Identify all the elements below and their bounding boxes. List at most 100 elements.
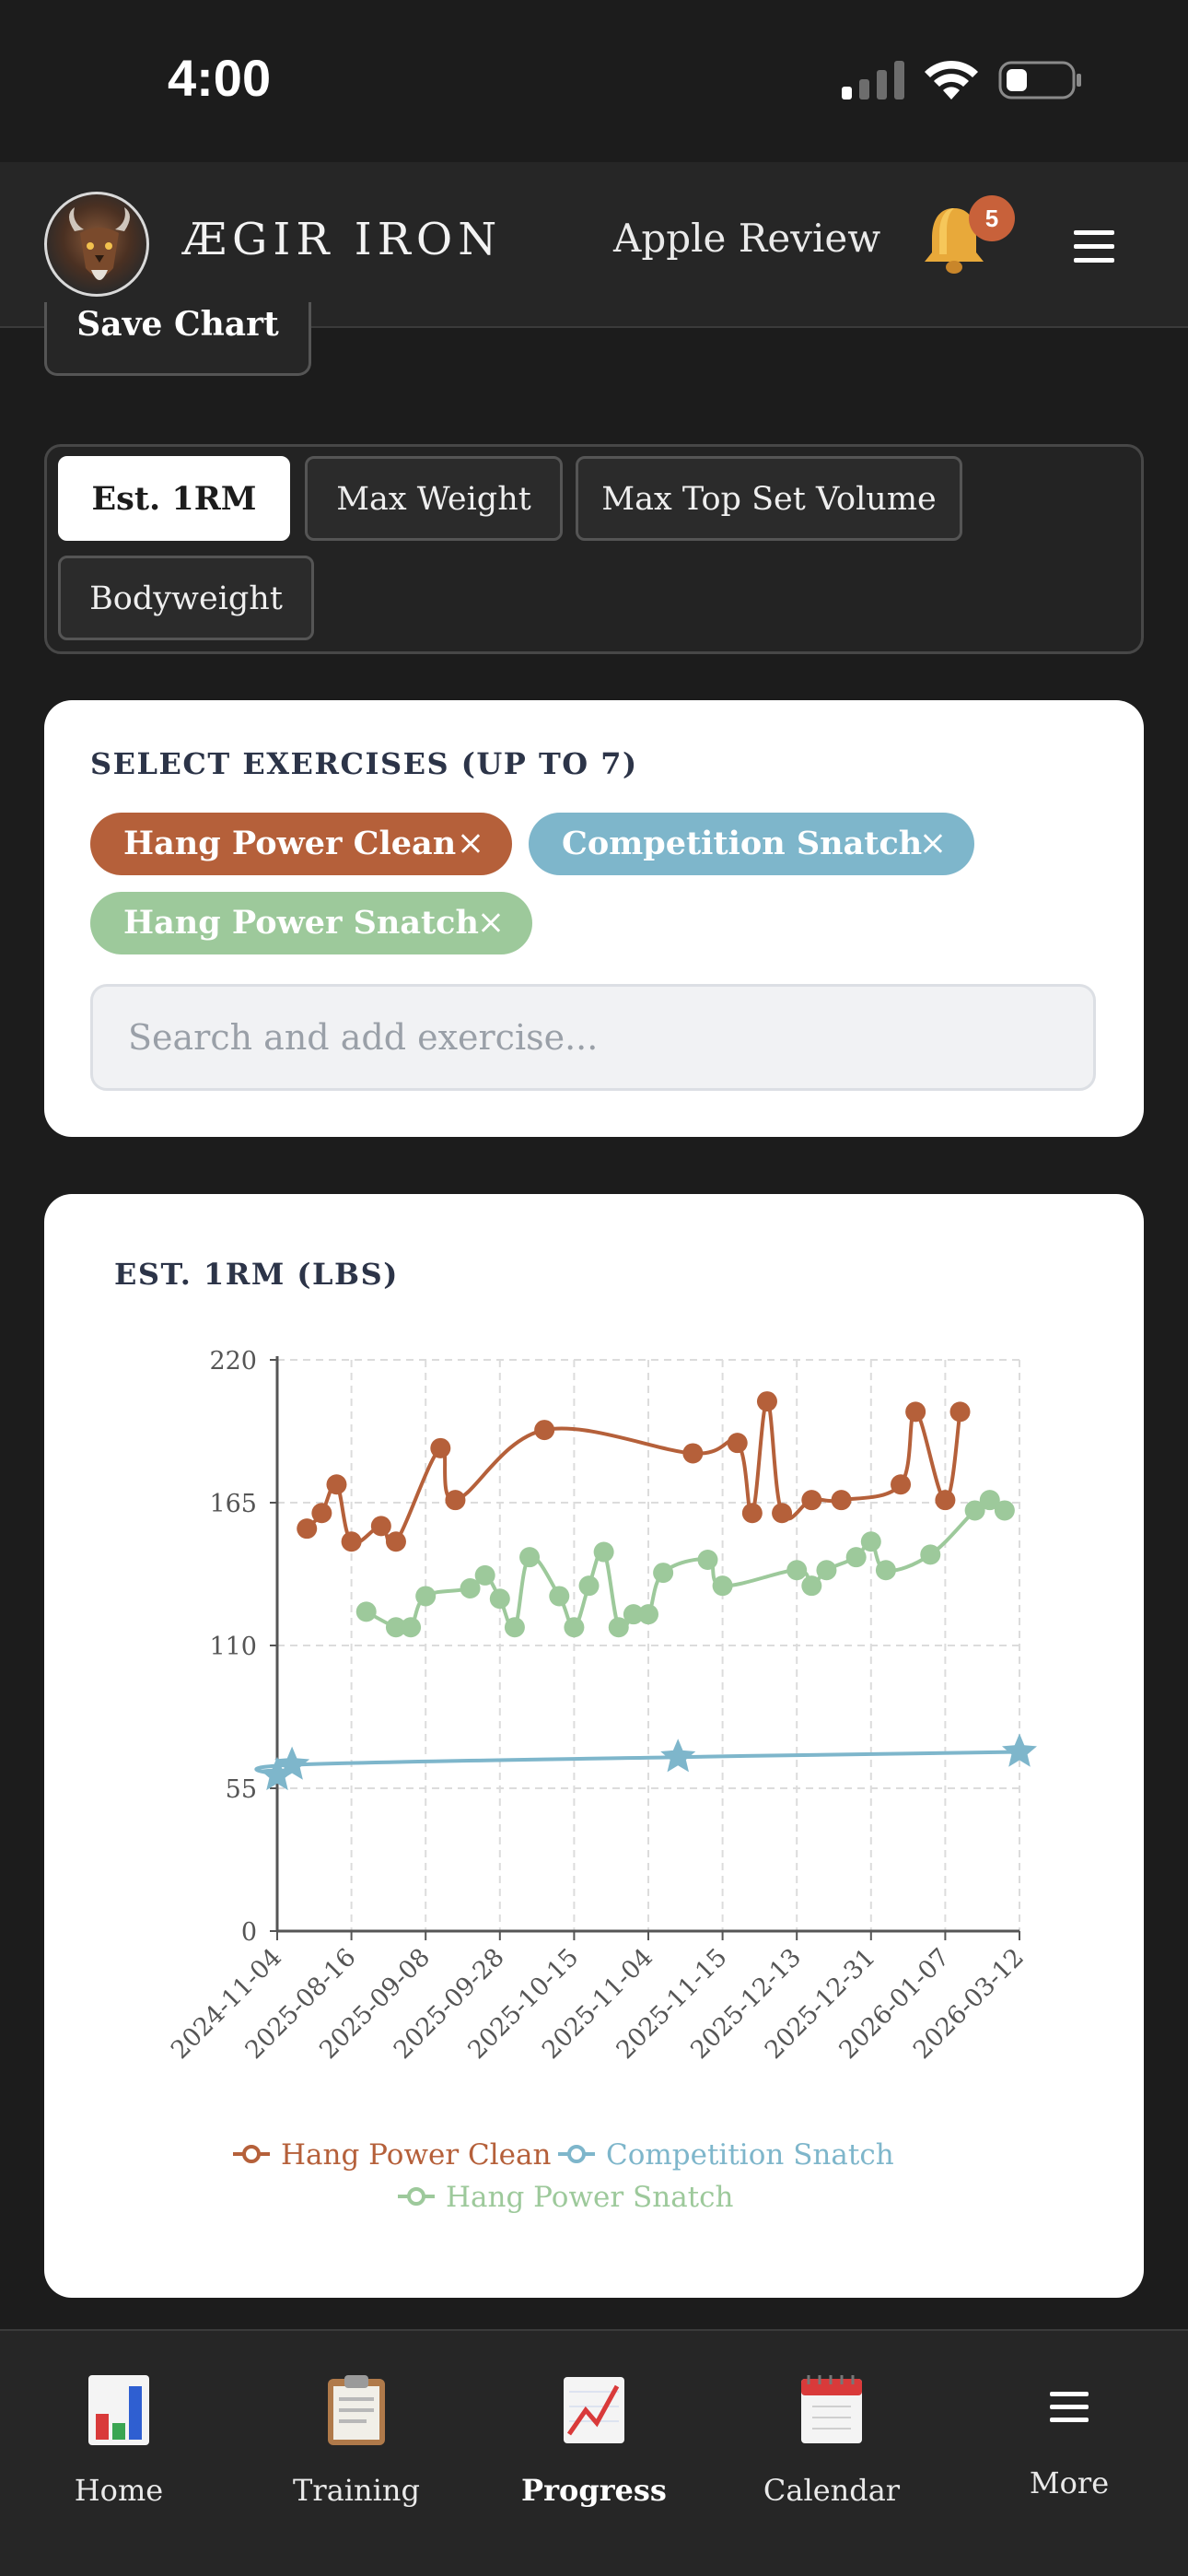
data-point-hang-power-snatch[interactable] <box>816 1560 837 1581</box>
data-point-hang-power-clean[interactable] <box>430 1437 451 1458</box>
data-point-hang-power-snatch[interactable] <box>474 1564 495 1586</box>
data-point-competition-snatch[interactable] <box>660 1739 696 1773</box>
data-point-hang-power-snatch[interactable] <box>920 1544 941 1565</box>
data-point-hang-power-snatch[interactable] <box>964 1500 985 1521</box>
user-name[interactable]: Apple Review <box>613 216 881 261</box>
nav-progress[interactable]: Progress <box>475 2331 713 2576</box>
data-point-hang-power-snatch[interactable] <box>460 1578 481 1598</box>
nav-training[interactable]: Training <box>238 2331 475 2576</box>
nav-calendar[interactable]: Calendar <box>713 2331 950 2576</box>
legend-label: Hang Power Clean <box>281 2138 551 2172</box>
data-point-hang-power-snatch[interactable] <box>979 1490 1000 1511</box>
data-point-hang-power-snatch[interactable] <box>549 1586 570 1607</box>
data-point-hang-power-clean[interactable] <box>905 1401 926 1423</box>
data-point-hang-power-snatch[interactable] <box>786 1560 808 1581</box>
data-point-hang-power-snatch[interactable] <box>401 1617 422 1638</box>
data-point-competition-snatch[interactable] <box>260 1756 295 1791</box>
chart-title: EST. 1RM (LBS) <box>114 1257 399 1292</box>
data-point-hang-power-clean[interactable] <box>341 1531 362 1552</box>
save-chart-button[interactable]: Save Chart <box>44 302 311 376</box>
hamburger-menu-icon[interactable] <box>1074 230 1114 263</box>
data-point-hang-power-snatch[interactable] <box>519 1547 541 1568</box>
data-point-hang-power-clean[interactable] <box>935 1490 956 1511</box>
tab-max-weight[interactable]: Max Weight <box>305 456 563 541</box>
metric-tabs: Est. 1RM Max Weight Max Top Set Volume B… <box>44 444 1144 654</box>
trend-chart-icon <box>564 2377 624 2443</box>
data-point-hang-power-snatch[interactable] <box>415 1586 437 1607</box>
exercise-chip-hang-power-snatch: Hang Power Snatch × <box>90 892 532 954</box>
data-point-hang-power-snatch[interactable] <box>845 1547 867 1568</box>
data-point-hang-power-clean[interactable] <box>801 1490 822 1511</box>
tab-bodyweight[interactable]: Bodyweight <box>58 556 314 640</box>
status-bar: 4:00 <box>0 0 1188 162</box>
y-tick-label: 110 <box>209 1633 257 1661</box>
legend-item-competition-snatch[interactable]: Competition Snatch <box>558 2138 894 2172</box>
app-header: ÆGIR IRON Apple Review 5 <box>0 162 1188 328</box>
legend-item-hang-power-clean[interactable]: Hang Power Clean <box>233 2138 551 2172</box>
nav-home[interactable]: Home <box>0 2331 238 2576</box>
remove-chip-icon[interactable]: × <box>476 904 505 942</box>
data-point-hang-power-clean[interactable] <box>534 1420 555 1441</box>
data-point-hang-power-clean[interactable] <box>326 1474 347 1495</box>
data-point-hang-power-snatch[interactable] <box>623 1604 644 1625</box>
data-point-hang-power-snatch[interactable] <box>385 1617 406 1638</box>
data-point-hang-power-clean[interactable] <box>727 1433 748 1454</box>
series-line-hang-power-clean <box>305 1399 962 1548</box>
data-point-hang-power-snatch[interactable] <box>801 1575 822 1597</box>
status-time: 4:00 <box>168 49 272 107</box>
data-point-hang-power-clean[interactable] <box>949 1401 971 1423</box>
data-point-hang-power-snatch[interactable] <box>564 1617 585 1638</box>
menu-icon <box>1050 2392 1089 2422</box>
nav-more[interactable]: More <box>950 2331 1188 2576</box>
exercise-selector-card: SELECT EXERCISES (UP TO 7) Hang Power Cl… <box>44 700 1144 1137</box>
logo[interactable] <box>44 192 149 297</box>
goat-logo-icon <box>69 207 130 280</box>
data-point-hang-power-clean[interactable] <box>370 1516 391 1537</box>
data-point-hang-power-snatch[interactable] <box>712 1575 733 1597</box>
data-point-hang-power-clean[interactable] <box>891 1474 912 1495</box>
data-point-hang-power-snatch[interactable] <box>578 1575 600 1597</box>
data-point-hang-power-clean[interactable] <box>831 1490 852 1511</box>
nav-progress-label: Progress <box>521 2473 667 2508</box>
data-point-hang-power-snatch[interactable] <box>593 1541 614 1563</box>
legend-marker <box>407 2187 425 2206</box>
notification-badge: 5 <box>969 195 1015 241</box>
calendar-icon <box>801 2375 862 2443</box>
data-point-hang-power-snatch[interactable] <box>355 1601 377 1622</box>
data-point-hang-power-snatch[interactable] <box>653 1563 674 1584</box>
data-point-hang-power-snatch[interactable] <box>875 1560 896 1581</box>
data-point-hang-power-snatch[interactable] <box>489 1588 510 1610</box>
data-point-competition-snatch[interactable] <box>1002 1733 1037 1767</box>
legend-item-hang-power-snatch[interactable]: Hang Power Snatch <box>398 2181 734 2214</box>
exercise-selector-title: SELECT EXERCISES (UP TO 7) <box>90 746 638 781</box>
tab-est-1rm[interactable]: Est. 1RM <box>58 456 290 541</box>
data-point-hang-power-clean[interactable] <box>682 1443 704 1464</box>
battery-icon <box>998 61 1081 100</box>
exercise-search-input[interactable]: Search and add exercise... <box>90 984 1096 1091</box>
remove-chip-icon[interactable]: × <box>918 825 947 862</box>
data-point-hang-power-clean[interactable] <box>297 1518 318 1540</box>
data-point-hang-power-snatch[interactable] <box>994 1500 1015 1521</box>
wifi-icon <box>925 60 978 100</box>
clipboard-icon <box>328 2375 385 2445</box>
nav-calendar-label: Calendar <box>763 2473 901 2508</box>
data-point-hang-power-snatch[interactable] <box>504 1617 525 1638</box>
data-point-hang-power-snatch[interactable] <box>697 1550 718 1570</box>
data-point-hang-power-clean[interactable] <box>311 1503 332 1524</box>
series-line-hang-power-snatch <box>365 1498 1007 1633</box>
data-point-hang-power-clean[interactable] <box>445 1490 466 1511</box>
remove-chip-icon[interactable]: × <box>456 825 484 862</box>
data-point-hang-power-clean[interactable] <box>385 1531 406 1552</box>
data-point-hang-power-snatch[interactable] <box>860 1531 881 1552</box>
data-point-hang-power-clean[interactable] <box>772 1503 793 1524</box>
tab-max-top-set-volume[interactable]: Max Top Set Volume <box>576 456 962 541</box>
data-point-hang-power-snatch[interactable] <box>638 1604 658 1625</box>
nav-training-label: Training <box>293 2473 420 2508</box>
chart-card: 0 55 110 165 220 2024-11-04 2025-08-16 2025-09-… <box>44 1194 1144 2298</box>
data-point-competition-snatch[interactable] <box>274 1746 310 1780</box>
data-point-hang-power-snatch[interactable] <box>608 1617 629 1638</box>
nav-home-label: Home <box>74 2473 164 2508</box>
data-point-hang-power-clean[interactable] <box>741 1503 763 1524</box>
exercise-chip-hang-power-clean: Hang Power Clean × <box>90 813 512 875</box>
data-point-hang-power-clean[interactable] <box>756 1391 777 1412</box>
